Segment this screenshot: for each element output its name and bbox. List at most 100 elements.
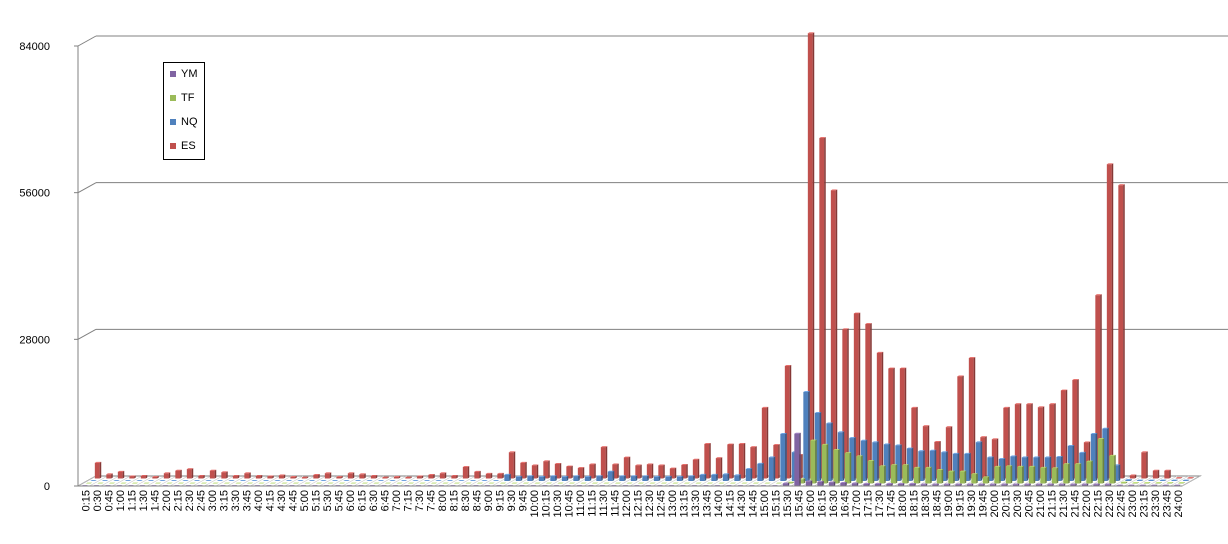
bar-nq: [274, 480, 281, 481]
bar-front: [899, 368, 905, 479]
bar-side: [226, 471, 228, 479]
bar-cap: [246, 482, 254, 484]
bar-front: [635, 465, 641, 479]
x-tick-label: 11:45: [610, 490, 622, 517]
bar-side: [1010, 465, 1013, 484]
bar-cap: [212, 482, 219, 484]
gridline-slant: [77, 328, 97, 340]
bar-top: [780, 432, 787, 434]
bar-cap: [274, 480, 281, 481]
bar-tf: [534, 482, 541, 484]
bar-tf: [591, 482, 599, 484]
x-tick-label: 9:30: [506, 490, 518, 511]
legend-swatch-es: [170, 143, 176, 149]
floor-grid-line: [123, 475, 143, 487]
bar-ym: [1093, 483, 1100, 486]
bar-nq: [883, 443, 891, 481]
bar-front: [347, 473, 353, 479]
x-tick-label: 19:15: [955, 490, 967, 518]
bar-tf: [557, 482, 564, 484]
bar-cap: [430, 482, 438, 484]
bar-side: [773, 456, 776, 481]
bar-front: [584, 476, 590, 481]
bar-side: [884, 465, 886, 484]
floor-grid-line: [77, 475, 97, 487]
bar-side: [842, 431, 845, 481]
x-tick-label: 10:00: [529, 490, 541, 518]
floor-grid-line: [215, 475, 235, 487]
bar-side: [822, 480, 824, 486]
bar-front: [773, 444, 779, 479]
bar-side: [318, 473, 320, 479]
bar-top: [1081, 483, 1089, 485]
bar-top: [1155, 482, 1162, 483]
bar-top: [828, 481, 836, 483]
x-tick-label: 6:45: [380, 490, 392, 511]
bar-side: [803, 478, 806, 484]
bar-cap: [235, 482, 242, 484]
bar-front: [945, 427, 951, 479]
bar-tf: [453, 482, 461, 484]
bar-front: [416, 476, 422, 479]
bar-nq: [1010, 455, 1017, 481]
bar-top: [734, 474, 741, 476]
bar-tf: [1028, 465, 1036, 484]
bar-side: [1052, 483, 1054, 486]
bar-front: [152, 476, 158, 479]
bar-cap: [269, 482, 277, 484]
bar-es: [738, 443, 746, 479]
bar-nq: [998, 458, 1006, 481]
bar-nq: [216, 480, 224, 481]
bar-side: [994, 483, 997, 486]
bar-side: [555, 475, 557, 481]
bar-ym: [782, 482, 790, 486]
bar-cap: [423, 480, 431, 481]
bar-front: [704, 443, 710, 479]
bar-top: [856, 455, 863, 457]
bar-tf: [752, 482, 760, 484]
bar-side: [1169, 469, 1171, 479]
bar-tf: [741, 482, 748, 484]
bar-side: [835, 189, 838, 479]
bar-ym: [1001, 483, 1008, 486]
bar-top: [1132, 482, 1139, 483]
bar-ym: [932, 483, 939, 486]
floor-grid-line: [376, 475, 396, 487]
bar-cap: [603, 482, 610, 484]
bar-side: [937, 483, 939, 486]
bar-front: [734, 475, 740, 481]
bar-tf: [1120, 481, 1128, 484]
bar-side: [578, 475, 580, 481]
bar-side: [520, 475, 523, 481]
bar-cap: [304, 482, 311, 484]
bar-side: [778, 444, 780, 479]
bar-top: [1152, 469, 1160, 471]
bar-tf: [844, 452, 852, 484]
bar-side: [624, 475, 626, 481]
x-tick-label: 8:15: [449, 490, 461, 511]
bar-es: [945, 426, 953, 479]
bar-es: [106, 473, 113, 479]
bar-front: [1148, 480, 1154, 481]
bar-side: [1017, 483, 1020, 486]
bar-side: [1086, 483, 1089, 486]
bar-front: [554, 463, 560, 479]
bar-ym: [817, 480, 824, 486]
bar-ym: [1047, 483, 1054, 486]
bar-front: [474, 471, 480, 479]
floor-grid-line: [273, 475, 292, 487]
bar-nq: [159, 480, 166, 481]
bar-tf: [879, 465, 886, 484]
bar-front: [1178, 482, 1184, 484]
bar-nq: [182, 480, 189, 481]
x-tick-label: 22:15: [1093, 490, 1105, 518]
bar-front: [941, 452, 947, 481]
bar-tf: [1132, 482, 1139, 484]
bar-tf: [706, 482, 714, 484]
bar-front: [140, 475, 146, 479]
bar-tf: [683, 482, 691, 484]
bar-front: [1136, 480, 1142, 481]
floor-grid-line: [158, 475, 177, 487]
bar-top: [1159, 479, 1167, 481]
bar-top: [699, 473, 707, 475]
